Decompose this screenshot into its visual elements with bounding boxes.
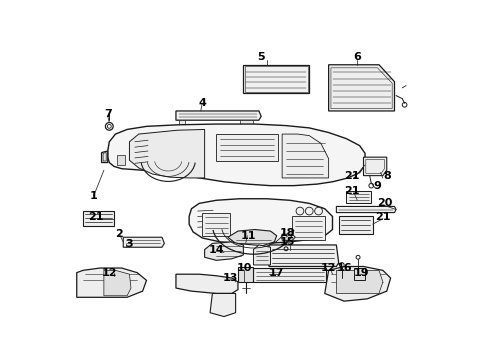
Text: 12: 12 [101, 267, 117, 278]
Polygon shape [228, 230, 277, 246]
Polygon shape [339, 216, 373, 234]
Polygon shape [292, 216, 325, 239]
Polygon shape [179, 120, 185, 125]
Text: 21: 21 [344, 186, 360, 196]
Polygon shape [83, 211, 114, 226]
Text: 5: 5 [257, 52, 265, 62]
Circle shape [305, 207, 313, 215]
Polygon shape [253, 245, 270, 265]
Polygon shape [282, 234, 295, 240]
Text: 17: 17 [269, 267, 285, 278]
Text: 1: 1 [90, 191, 98, 201]
Circle shape [315, 207, 322, 215]
Text: 3: 3 [125, 239, 133, 249]
Text: 20: 20 [377, 198, 393, 208]
Polygon shape [176, 274, 238, 293]
Text: 21: 21 [344, 171, 360, 181]
Polygon shape [336, 206, 396, 213]
Circle shape [296, 207, 304, 215]
Text: 8: 8 [383, 171, 391, 181]
Polygon shape [202, 213, 230, 236]
Text: 6: 6 [353, 52, 361, 62]
Text: 15: 15 [280, 237, 295, 247]
Text: 4: 4 [198, 98, 206, 108]
Polygon shape [189, 199, 333, 243]
Polygon shape [129, 130, 205, 178]
Polygon shape [244, 65, 309, 93]
Polygon shape [238, 266, 253, 282]
Polygon shape [354, 268, 365, 280]
Polygon shape [205, 242, 244, 260]
Text: 11: 11 [241, 231, 257, 241]
Polygon shape [101, 151, 108, 163]
Polygon shape [108, 124, 365, 186]
Text: 18: 18 [280, 228, 295, 238]
Text: 9: 9 [373, 181, 381, 192]
Text: 7: 7 [104, 109, 112, 119]
Polygon shape [329, 65, 394, 111]
Polygon shape [123, 237, 164, 247]
Text: 2: 2 [116, 229, 123, 239]
Polygon shape [336, 270, 383, 293]
Text: 10: 10 [237, 263, 252, 273]
Polygon shape [282, 134, 329, 178]
Polygon shape [104, 270, 131, 296]
Polygon shape [77, 268, 147, 297]
Text: 21: 21 [88, 212, 104, 222]
Polygon shape [117, 155, 125, 165]
Text: 21: 21 [375, 212, 391, 222]
Text: 16: 16 [336, 263, 352, 273]
Polygon shape [253, 268, 326, 282]
Polygon shape [346, 191, 371, 203]
Text: 19: 19 [354, 267, 370, 278]
Bar [216, 134, 278, 161]
Polygon shape [176, 111, 261, 120]
Text: 13: 13 [222, 273, 238, 283]
Text: 12: 12 [321, 263, 336, 273]
Polygon shape [364, 157, 387, 176]
Polygon shape [240, 120, 253, 125]
Text: 14: 14 [208, 244, 224, 255]
Polygon shape [210, 293, 236, 316]
Polygon shape [269, 245, 339, 266]
Polygon shape [325, 266, 391, 301]
